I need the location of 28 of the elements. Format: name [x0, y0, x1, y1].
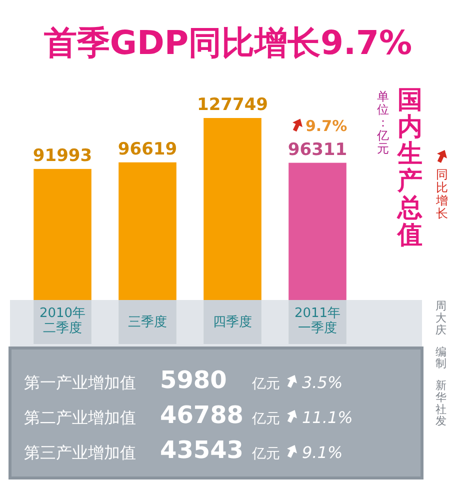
text: 11.1% [302, 408, 353, 427]
text: 9.1% [302, 443, 343, 462]
text: 编制 [436, 345, 446, 370]
data-label: 127749 [197, 95, 268, 115]
data-label: 96311 [288, 140, 348, 160]
text: 第一产业增加值 [24, 373, 136, 392]
x-tick-label: 2010年二季度 [39, 306, 86, 336]
data-label: 91993 [32, 146, 92, 166]
text: 同比增长 [435, 168, 448, 220]
text: 第二产业增加值 [24, 408, 136, 427]
chart-title: 首季GDP同比增长9.7% [44, 23, 412, 62]
y-axis-title: 国内生产总值 [396, 85, 422, 249]
text: 3.5% [302, 373, 343, 392]
text: 周大庆 [436, 300, 446, 336]
annotation: 9.7% [306, 116, 348, 135]
text: 5980 [160, 366, 227, 394]
text: 新华社发 [436, 379, 446, 428]
text: 亿元 [251, 411, 280, 427]
text: 43543 [160, 436, 244, 464]
text: 46788 [160, 401, 244, 429]
x-tick-label: 2011年一季度 [294, 306, 341, 336]
text: 亿元 [251, 376, 280, 392]
data-label: 96619 [118, 139, 178, 160]
text: 第三产业增加值 [24, 443, 136, 462]
x-tick-label: 三季度 [128, 314, 167, 330]
x-tick-label: 四季度 [213, 314, 252, 330]
chart-subtitle: 单位：亿元 [376, 90, 389, 156]
text: 亿元 [251, 446, 280, 462]
